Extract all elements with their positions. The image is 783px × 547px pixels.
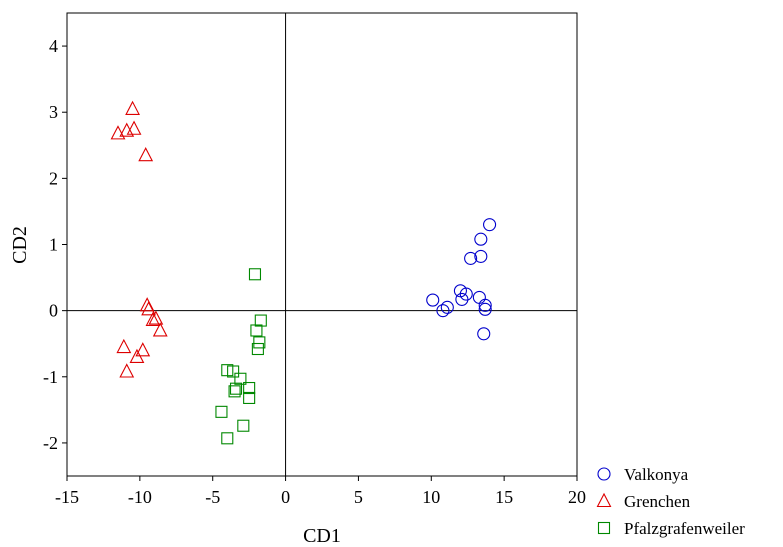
legend-label-pfalzgrafenweiler: Pfalzgrafenweiler <box>624 519 745 538</box>
grenchen-point <box>138 147 154 162</box>
y-tick-label: -1 <box>43 367 58 387</box>
y-tick-label: -2 <box>43 433 58 453</box>
pfalzgrafenweiler-point <box>228 385 241 398</box>
legend-marker-valkonya <box>597 467 611 481</box>
pfalzgrafenweiler-point <box>221 432 234 445</box>
y-tick-label: 1 <box>49 235 58 255</box>
pfalzgrafenweiler-point <box>227 365 240 378</box>
pfalzgrafenweiler-point <box>250 324 263 337</box>
grenchen-point <box>148 310 164 325</box>
pfalzgrafenweiler-point <box>237 419 250 432</box>
grenchen-point <box>119 363 135 378</box>
grenchen-point <box>119 122 135 137</box>
x-axis-label: CD1 <box>303 525 341 547</box>
pfalzgrafenweiler-point <box>234 372 247 385</box>
x-tick-label: 0 <box>281 487 290 507</box>
grenchen-point <box>129 348 145 363</box>
pfalzgrafenweiler-point <box>229 382 243 395</box>
grenchen-point <box>126 120 142 135</box>
legend-marker-pfalzgrafenweiler <box>597 521 611 535</box>
x-tick-label: 10 <box>422 487 440 507</box>
pfalzgrafenweiler-point <box>253 336 266 349</box>
valkonya-point <box>472 290 486 304</box>
y-axis-label: CD2 <box>9 226 31 264</box>
x-tick-label: 15 <box>495 487 513 507</box>
valkonya-point <box>478 298 492 312</box>
grenchen-point <box>145 311 161 326</box>
valkonya-point <box>474 232 488 246</box>
x-tick-label: -15 <box>55 487 79 507</box>
pfalzgrafenweiler-point <box>215 405 228 418</box>
grenchen-point <box>116 338 132 354</box>
grenchen-point <box>110 125 126 140</box>
legend-marker-grenchen <box>596 492 612 508</box>
grenchen-point <box>141 301 157 316</box>
pfalzgrafenweiler-point <box>243 381 256 395</box>
valkonya-point <box>436 304 450 318</box>
legend-label-valkonya: Valkonya <box>624 465 689 484</box>
grenchen-point <box>152 322 168 337</box>
y-tick-label: 4 <box>49 36 58 56</box>
pfalzgrafenweiler-point <box>248 268 262 281</box>
plot-frame <box>66 12 578 477</box>
pfalzgrafenweiler-point <box>243 391 256 405</box>
reference-lines <box>67 13 577 476</box>
pfalzgrafenweiler-point <box>254 314 267 327</box>
valkonya-point <box>440 300 454 314</box>
y-tick-label: 3 <box>49 102 58 122</box>
valkonya-point <box>477 327 491 341</box>
valkonya-point <box>464 251 478 265</box>
legend-label-grenchen: Grenchen <box>624 492 691 511</box>
valkonya-point <box>483 218 497 232</box>
x-tick-label: -5 <box>205 487 220 507</box>
valkonya-point <box>474 249 488 263</box>
data-points <box>110 100 497 445</box>
legend: Valkonya Grenchen Pfalzgrafenweiler <box>596 465 745 538</box>
grenchen-point <box>135 342 151 357</box>
x-tick-label: 20 <box>568 487 586 507</box>
x-tick-label: -10 <box>128 487 152 507</box>
x-tick-label: 5 <box>354 487 363 507</box>
pfalzgrafenweiler-point <box>251 342 264 356</box>
grenchen-point <box>125 100 140 115</box>
valkonya-point <box>455 292 469 306</box>
valkonya-point <box>426 293 440 307</box>
y-tick-label: 0 <box>49 301 58 321</box>
valkonya-point <box>478 302 492 316</box>
y-tick-label: 2 <box>49 168 58 188</box>
